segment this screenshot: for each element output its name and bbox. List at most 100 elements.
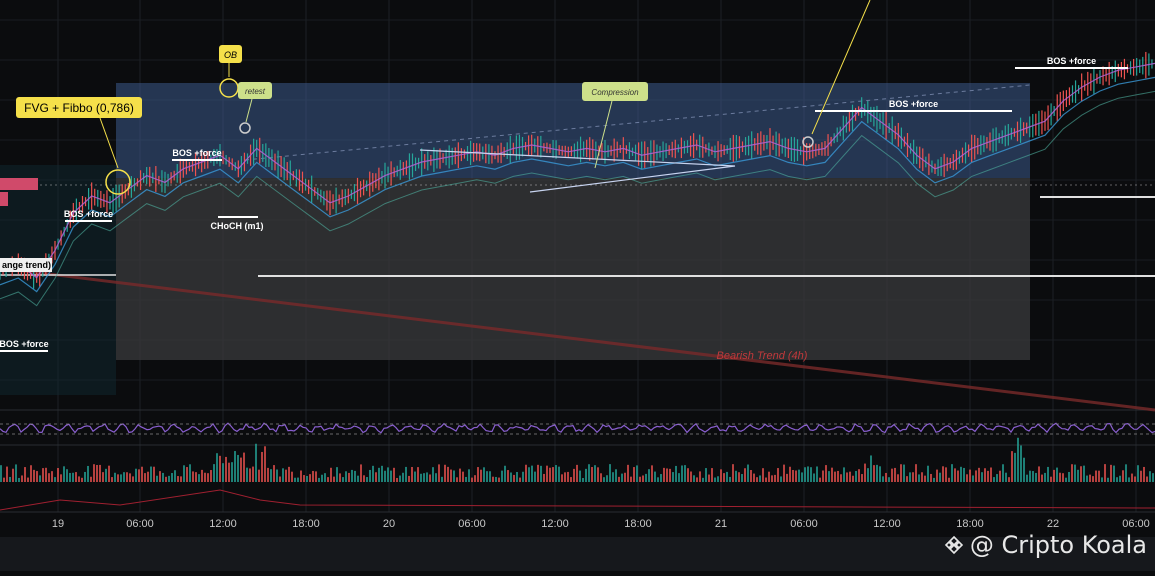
volume-bar xyxy=(1113,465,1115,482)
volume-bar xyxy=(60,474,62,482)
volume-bar xyxy=(1098,470,1100,482)
volume-bar xyxy=(1104,464,1106,482)
volume-bar xyxy=(360,464,362,482)
volume-bar xyxy=(531,465,533,482)
volume-bar xyxy=(54,477,56,482)
x-tick-label: 18:00 xyxy=(292,518,320,530)
volume-bar xyxy=(453,470,455,482)
volume-bar xyxy=(507,470,509,482)
volume-bar xyxy=(516,472,518,482)
volume-bar xyxy=(1077,469,1079,482)
volume-bar xyxy=(549,467,551,482)
volume-bar xyxy=(1035,472,1037,482)
volume-bar xyxy=(639,476,641,482)
volume-bar xyxy=(1125,464,1127,482)
volume-bar xyxy=(177,476,179,482)
volume-bar xyxy=(87,465,89,482)
volume-bar xyxy=(1122,470,1124,482)
volume-bar xyxy=(600,473,602,482)
volume-bar xyxy=(1080,466,1082,482)
volume-bar xyxy=(825,465,827,482)
volume-bar xyxy=(984,468,986,482)
volume-bar xyxy=(999,470,1001,482)
volume-bar xyxy=(81,477,83,482)
volume-bar xyxy=(813,473,815,482)
volume-bar xyxy=(270,469,272,482)
volume-bar xyxy=(36,471,38,482)
volume-bar xyxy=(1032,471,1034,482)
volume-bar xyxy=(852,475,854,482)
pink-marker xyxy=(0,178,38,190)
volume-bar xyxy=(429,474,431,482)
volume-bar xyxy=(771,475,773,482)
volume-bar xyxy=(243,452,245,482)
volume-bar xyxy=(24,467,26,482)
volume-bar xyxy=(810,467,812,482)
volume-bar xyxy=(471,477,473,482)
volume-bar xyxy=(3,477,5,482)
volume-bar xyxy=(1008,477,1010,482)
pink-marker-2 xyxy=(0,192,8,206)
volume-bar xyxy=(795,470,797,482)
volume-bar xyxy=(696,477,698,482)
volume-bar xyxy=(213,464,215,482)
volume-bar xyxy=(450,469,452,482)
volume-bar xyxy=(405,466,407,482)
volume-bar xyxy=(225,456,227,482)
volume-bar xyxy=(675,465,677,482)
volume-bar xyxy=(459,468,461,482)
compression-triangle xyxy=(419,149,736,193)
volume-bar xyxy=(354,470,356,482)
volume-bar xyxy=(504,465,506,482)
volume-bar xyxy=(348,472,350,482)
volume-bar xyxy=(90,476,92,482)
slow-ma-line xyxy=(0,76,1155,293)
volume-bar xyxy=(978,467,980,482)
volume-bar xyxy=(687,468,689,482)
volume-bar xyxy=(375,472,377,482)
compression-label: Compression xyxy=(591,88,639,97)
x-tick-label: 06:00 xyxy=(126,518,154,530)
volume-bar xyxy=(651,465,653,482)
volume-bar xyxy=(927,465,929,482)
watermark-text: @ Cripto Koala xyxy=(969,531,1147,559)
volume-bar xyxy=(267,467,269,482)
volume-bar xyxy=(132,476,134,482)
volume-bar xyxy=(111,477,113,482)
volume-bar xyxy=(762,468,764,482)
volume-bar xyxy=(294,477,296,482)
volume-bar xyxy=(636,465,638,482)
volume-bar xyxy=(732,464,734,482)
volume-bar xyxy=(1083,465,1085,482)
volume-bar xyxy=(822,470,824,482)
volume-bar xyxy=(543,473,545,482)
volume-bar xyxy=(969,469,971,482)
volume-bar xyxy=(402,472,404,482)
volume-bar xyxy=(282,468,284,482)
volume-bar xyxy=(345,471,347,482)
x-tick-label: 18:00 xyxy=(624,518,652,530)
volume-bar xyxy=(492,476,494,482)
volume-bar xyxy=(1071,464,1073,482)
bos-3-label: BOS +force xyxy=(889,99,938,109)
x-tick-label: 21 xyxy=(715,518,727,530)
volume-bar xyxy=(888,477,890,482)
volume-bar xyxy=(996,474,998,482)
volume-bar xyxy=(105,468,107,482)
volume-bar xyxy=(783,464,785,482)
bos-4-label: BOS +force xyxy=(1047,56,1096,66)
volume-bar xyxy=(975,470,977,482)
volume-bar xyxy=(234,451,236,482)
volume-bar xyxy=(981,472,983,482)
volume-bar xyxy=(228,462,230,482)
volume-bar xyxy=(690,471,692,482)
volume-bar xyxy=(99,464,101,482)
volume-bar xyxy=(159,471,161,482)
volume-bar xyxy=(372,465,374,482)
ob2-circle xyxy=(802,136,814,148)
volume-bar xyxy=(219,455,221,482)
volume-bar xyxy=(297,477,299,482)
volume-bar xyxy=(21,475,23,482)
volume-bar xyxy=(1065,477,1067,482)
volume-bar xyxy=(522,471,524,482)
